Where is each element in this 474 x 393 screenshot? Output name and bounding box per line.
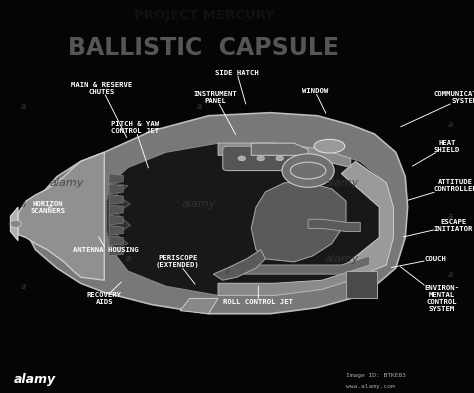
Polygon shape [109, 246, 123, 256]
Polygon shape [213, 250, 265, 280]
Text: a: a [21, 102, 26, 111]
Text: alamy: alamy [182, 199, 216, 209]
Circle shape [257, 156, 264, 161]
Text: ANTENNA HOUSING: ANTENNA HOUSING [73, 237, 139, 253]
Text: COUCH: COUCH [392, 256, 446, 268]
FancyBboxPatch shape [223, 146, 299, 171]
Polygon shape [251, 183, 346, 262]
Text: alamy: alamy [14, 373, 56, 386]
Polygon shape [18, 152, 104, 280]
Polygon shape [218, 143, 351, 167]
Text: a: a [21, 282, 26, 291]
Polygon shape [180, 299, 218, 314]
Text: ESCAPE
INITIATOR: ESCAPE INITIATOR [403, 219, 473, 237]
Text: HORIZON
SCANNERS: HORIZON SCANNERS [31, 200, 66, 214]
Polygon shape [109, 215, 123, 225]
Polygon shape [109, 205, 123, 215]
Polygon shape [107, 183, 130, 250]
Text: a: a [448, 212, 453, 221]
Polygon shape [10, 207, 18, 241]
Text: WINDOW: WINDOW [302, 88, 328, 113]
Text: www.alamy.com: www.alamy.com [346, 384, 395, 389]
Text: a: a [21, 200, 26, 209]
Bar [370, 0, 474, 61]
Circle shape [10, 220, 21, 228]
Polygon shape [109, 226, 123, 235]
Text: HEAT
SHIELD: HEAT SHIELD [412, 140, 460, 166]
Circle shape [238, 156, 246, 161]
Polygon shape [26, 113, 408, 314]
Text: PITCH & YAW
CONTROL JET: PITCH & YAW CONTROL JET [111, 121, 159, 168]
Text: a: a [448, 120, 453, 129]
Text: alamy: alamy [49, 178, 83, 188]
Circle shape [276, 156, 283, 161]
Text: PERISCOPE
(EXTENDED): PERISCOPE (EXTENDED) [156, 255, 200, 284]
Text: a: a [448, 270, 453, 279]
Circle shape [282, 154, 334, 187]
Text: BALLISTIC  CAPSULE: BALLISTIC CAPSULE [68, 35, 339, 59]
Text: alamy: alamy [324, 178, 358, 188]
Text: PROJECT MERCURY: PROJECT MERCURY [134, 9, 274, 22]
Polygon shape [341, 162, 393, 277]
Polygon shape [109, 195, 123, 204]
Text: a: a [126, 254, 130, 263]
Text: Image ID: BTKE83: Image ID: BTKE83 [346, 373, 406, 378]
Text: MAIN & RESERVE
CHUTES: MAIN & RESERVE CHUTES [71, 82, 133, 138]
Polygon shape [109, 174, 123, 184]
Text: alamy: alamy [324, 254, 358, 264]
Polygon shape [251, 143, 308, 155]
Text: a: a [225, 266, 230, 275]
Text: a: a [197, 102, 201, 111]
Polygon shape [218, 271, 351, 296]
Text: ENVIRON-
MENTAL
CONTROL
SYSTEM: ENVIRON- MENTAL CONTROL SYSTEM [401, 267, 459, 312]
Polygon shape [109, 184, 123, 194]
Text: COMMUNICATIONS
SYSTEM: COMMUNICATIONS SYSTEM [401, 91, 474, 127]
Text: INSTRUMENT
PANEL: INSTRUMENT PANEL [194, 91, 237, 135]
Text: ATTITUDE
CONTROLLER: ATTITUDE CONTROLLER [408, 179, 474, 200]
Text: SIDE HATCH: SIDE HATCH [215, 70, 259, 104]
Ellipse shape [314, 140, 345, 153]
Text: ROLL CONTROL JET: ROLL CONTROL JET [223, 286, 293, 305]
Polygon shape [107, 143, 393, 296]
Polygon shape [308, 219, 360, 231]
Polygon shape [237, 256, 370, 274]
Bar [346, 271, 377, 299]
Polygon shape [109, 236, 123, 246]
Text: RECOVERY
AIDS: RECOVERY AIDS [87, 282, 122, 305]
